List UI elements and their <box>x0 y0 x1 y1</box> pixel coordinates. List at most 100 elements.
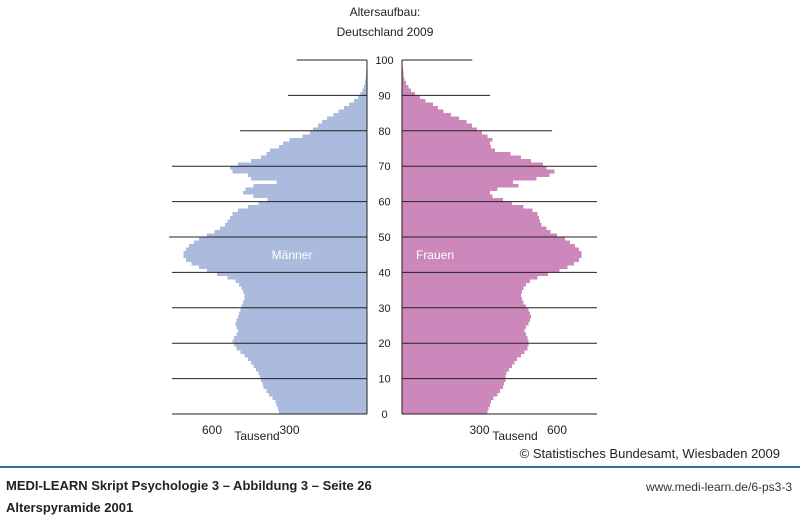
female-bar-age-16 <box>402 353 521 358</box>
male-bar-age-29 <box>240 307 367 312</box>
female-bar-age-69 <box>402 166 547 170</box>
age-grid-lines <box>169 59 597 415</box>
male-bar-age-21 <box>233 336 367 340</box>
female-bar-age-47 <box>402 244 576 248</box>
female-bar-age-53 <box>402 222 542 227</box>
female-bar-age-96 <box>402 70 404 75</box>
female-bar-age-88 <box>402 98 426 103</box>
male-bar-age-72 <box>261 155 367 160</box>
male-bar-age-2 <box>276 403 367 407</box>
male-bar-age-67 <box>248 173 367 177</box>
x-axis-labels: 600 300 300 600 <box>202 423 567 437</box>
male-bar-age-31 <box>243 300 367 305</box>
male-bar-age-53 <box>224 222 367 227</box>
female-bar-age-55 <box>402 215 539 220</box>
female-bar-age-18 <box>402 346 528 351</box>
female-bar-age-42 <box>402 261 574 266</box>
male-bar-age-63 <box>245 187 367 191</box>
female-bar-age-8 <box>402 382 505 386</box>
male-bar-age-49 <box>199 237 367 241</box>
male-bar-age-64 <box>253 183 367 188</box>
male-bar-age-59 <box>258 201 367 206</box>
age-tick-label-90: 90 <box>378 90 390 102</box>
female-bar-age-79 <box>402 130 483 135</box>
female-bar-age-66 <box>402 176 537 181</box>
female-bar-age-67 <box>402 173 550 177</box>
male-bar-age-57 <box>237 208 367 213</box>
male-bar-age-55 <box>230 215 367 220</box>
female-bar-age-51 <box>402 229 551 234</box>
female-bar-age-35 <box>402 286 524 291</box>
female-bar-age-33 <box>402 293 521 298</box>
female-bar-age-44 <box>402 254 582 259</box>
footer-url[interactable]: www.medi-learn.de/6-ps3-3 <box>645 480 792 494</box>
male-bar-age-42 <box>191 261 367 266</box>
male-bar-age-43 <box>186 258 367 262</box>
male-bar-age-50 <box>206 233 367 237</box>
male-bar-age-84 <box>333 113 367 117</box>
male-bar-age-18 <box>236 346 367 351</box>
male-bar-age-33 <box>244 293 367 298</box>
male-bar-age-54 <box>227 219 367 223</box>
female-bar-age-64 <box>402 183 519 188</box>
female-bar-age-48 <box>402 240 570 245</box>
age-tick-label-80: 80 <box>378 126 390 138</box>
male-bar-age-15 <box>248 357 367 361</box>
female-bar-age-95 <box>402 74 404 78</box>
male-bar-age-86 <box>343 106 367 110</box>
male-bar-age-52 <box>219 226 367 230</box>
female-bar-age-13 <box>402 364 512 368</box>
male-bar-age-36 <box>239 283 367 287</box>
age-tick-label-20: 20 <box>378 338 390 350</box>
x-tick-label-right-300: 300 <box>469 423 489 437</box>
female-bar-age-62 <box>402 190 490 195</box>
female-bar-age-90 <box>402 91 415 96</box>
male-bar-age-22 <box>236 332 367 337</box>
male-bar-age-32 <box>244 297 367 301</box>
x-axis-unit-right: Tausend <box>492 429 537 443</box>
male-bar-age-87 <box>348 102 367 107</box>
male-bar-age-27 <box>237 314 367 319</box>
female-bar-age-12 <box>402 367 510 372</box>
female-bar-age-50 <box>402 233 557 237</box>
female-bar-age-54 <box>402 219 541 223</box>
age-tick-label-70: 70 <box>378 161 390 173</box>
age-tick-label-10: 10 <box>378 374 390 386</box>
male-bar-age-69 <box>230 166 367 170</box>
copyright-note: © Statistisches Bundesamt, Wiesbaden 200… <box>519 446 780 461</box>
age-tick-label-50: 50 <box>378 232 390 244</box>
female-bar-age-26 <box>402 318 530 322</box>
female-bar-age-20 <box>402 339 529 344</box>
male-bar-age-74 <box>270 148 367 153</box>
age-tick-label-0: 0 <box>381 409 387 421</box>
female-bar-age-21 <box>402 336 528 340</box>
female-bar-age-41 <box>402 265 568 269</box>
male-bar-age-9 <box>261 378 367 383</box>
female-bar-age-92 <box>402 84 409 89</box>
footer-title: MEDI-LEARN Skript Psychologie 3 – Abbild… <box>6 478 372 493</box>
male-bar-age-71 <box>250 159 367 163</box>
female-bar-age-76 <box>402 141 490 145</box>
age-tick-label-60: 60 <box>378 197 390 209</box>
female-bar-age-59 <box>402 201 512 206</box>
female-bar-age-23 <box>402 329 525 333</box>
male-bar-age-12 <box>255 367 367 372</box>
female-bar-age-43 <box>402 258 579 262</box>
male-bar-age-17 <box>240 350 367 354</box>
female-bar-age-60 <box>402 198 503 202</box>
male-bar-age-58 <box>248 205 367 209</box>
female-bar-age-58 <box>402 205 524 209</box>
male-bar-age-68 <box>232 169 367 174</box>
female-bar-age-3 <box>402 399 492 404</box>
female-bar-age-73 <box>402 152 511 156</box>
male-bar-age-8 <box>262 382 367 386</box>
female-bar-age-10 <box>402 375 506 379</box>
female-bar-age-46 <box>402 247 579 252</box>
male-bar-age-85 <box>338 109 367 114</box>
female-bar-age-37 <box>402 279 530 284</box>
female-bar-age-63 <box>402 187 498 191</box>
male-bar-age-46 <box>186 247 367 252</box>
female-bar-age-61 <box>402 194 493 199</box>
x-tick-label-right-600: 600 <box>547 423 567 437</box>
female-bar-age-84 <box>402 113 452 117</box>
